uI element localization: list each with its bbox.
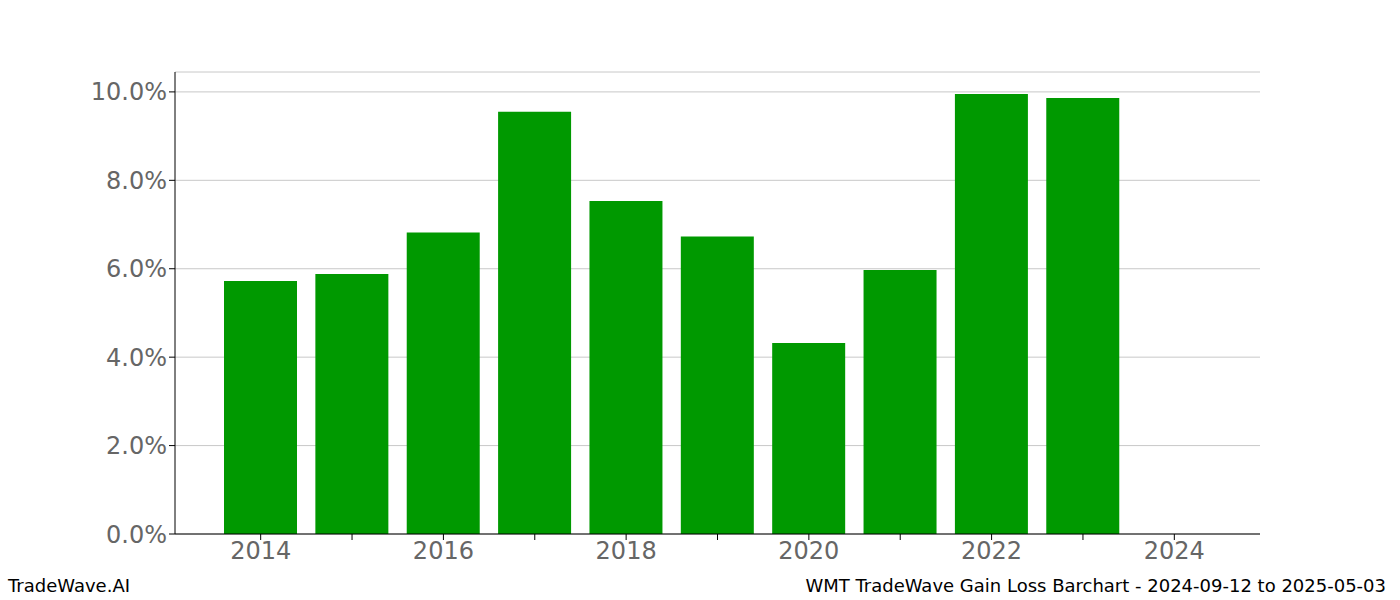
svg-text:4.0%: 4.0% xyxy=(106,344,167,372)
svg-text:6.0%: 6.0% xyxy=(106,255,167,283)
html-text:TradeWave.AI: TradeWave.AI xyxy=(8,575,130,596)
svg-text:0.0%: 0.0% xyxy=(106,521,167,549)
svg-text:2022: 2022 xyxy=(961,537,1022,565)
svg-text:2024: 2024 xyxy=(1144,537,1205,565)
svg-text:2020: 2020 xyxy=(778,537,839,565)
svg-text:2018: 2018 xyxy=(596,537,657,565)
svg-text:2.0%: 2.0% xyxy=(106,432,167,460)
svg-text:2014: 2014 xyxy=(230,537,291,565)
svg-text:2016: 2016 xyxy=(413,537,474,565)
svg-text:8.0%: 8.0% xyxy=(106,167,167,195)
svg-text:10.0%: 10.0% xyxy=(91,78,167,106)
html-text:WMT TradeWave Gain Loss Barcha: WMT TradeWave Gain Loss Barchart - 2024-… xyxy=(805,575,1386,596)
